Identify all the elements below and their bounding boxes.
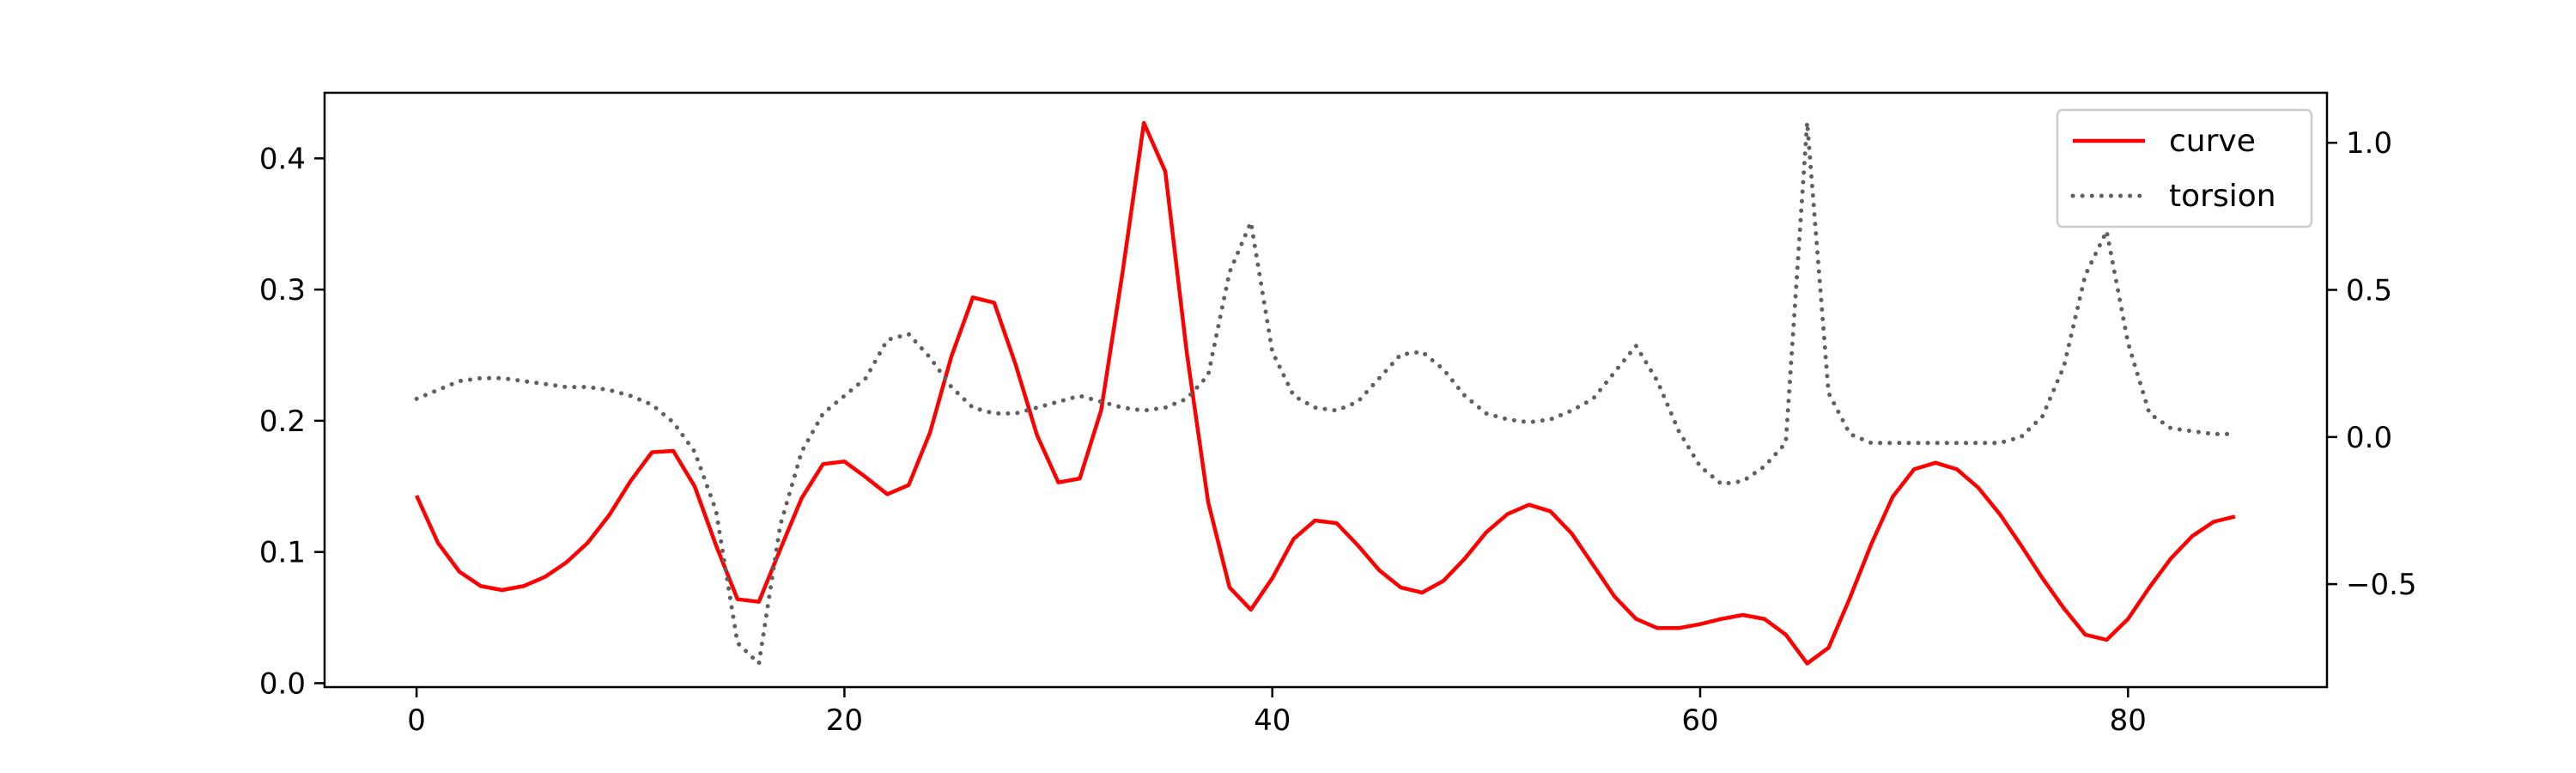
y-tick-label: 0.1 [259,536,306,570]
y2-tick-label: 0.0 [2346,421,2392,455]
y2-tick-label: 1.0 [2346,126,2392,161]
series-lines [414,119,2238,666]
x-tick-label: 40 [1254,703,1291,738]
plot-area [414,119,2238,666]
x-tick-label: 20 [826,703,863,738]
x-tick-label: 60 [1681,703,1718,738]
y-tick-label: 0.2 [259,405,306,439]
x-tick-label: 0 [407,703,426,738]
axes: 0 20 40 60 80 0.0 0.1 0.2 0.3 0.4 −0.5 0.0 0.5 1.0 [259,91,2417,738]
y-tick-label: 0.4 [259,142,306,176]
legend: curve torsion [2056,108,2313,228]
y2-tick-label: 0.5 [2346,274,2392,308]
y-tick-label: 0.0 [259,666,306,701]
y2-tick-label: −0.5 [2346,568,2417,602]
series-line-torsion [414,119,2238,666]
plot-frame [323,91,2329,689]
legend-label-curve: curve [2169,124,2256,159]
x-tick-label: 80 [2110,703,2147,738]
y-tick-label: 0.3 [259,273,306,307]
legend-label-torsion: torsion [2169,179,2276,214]
series-line-curve [415,120,2236,666]
